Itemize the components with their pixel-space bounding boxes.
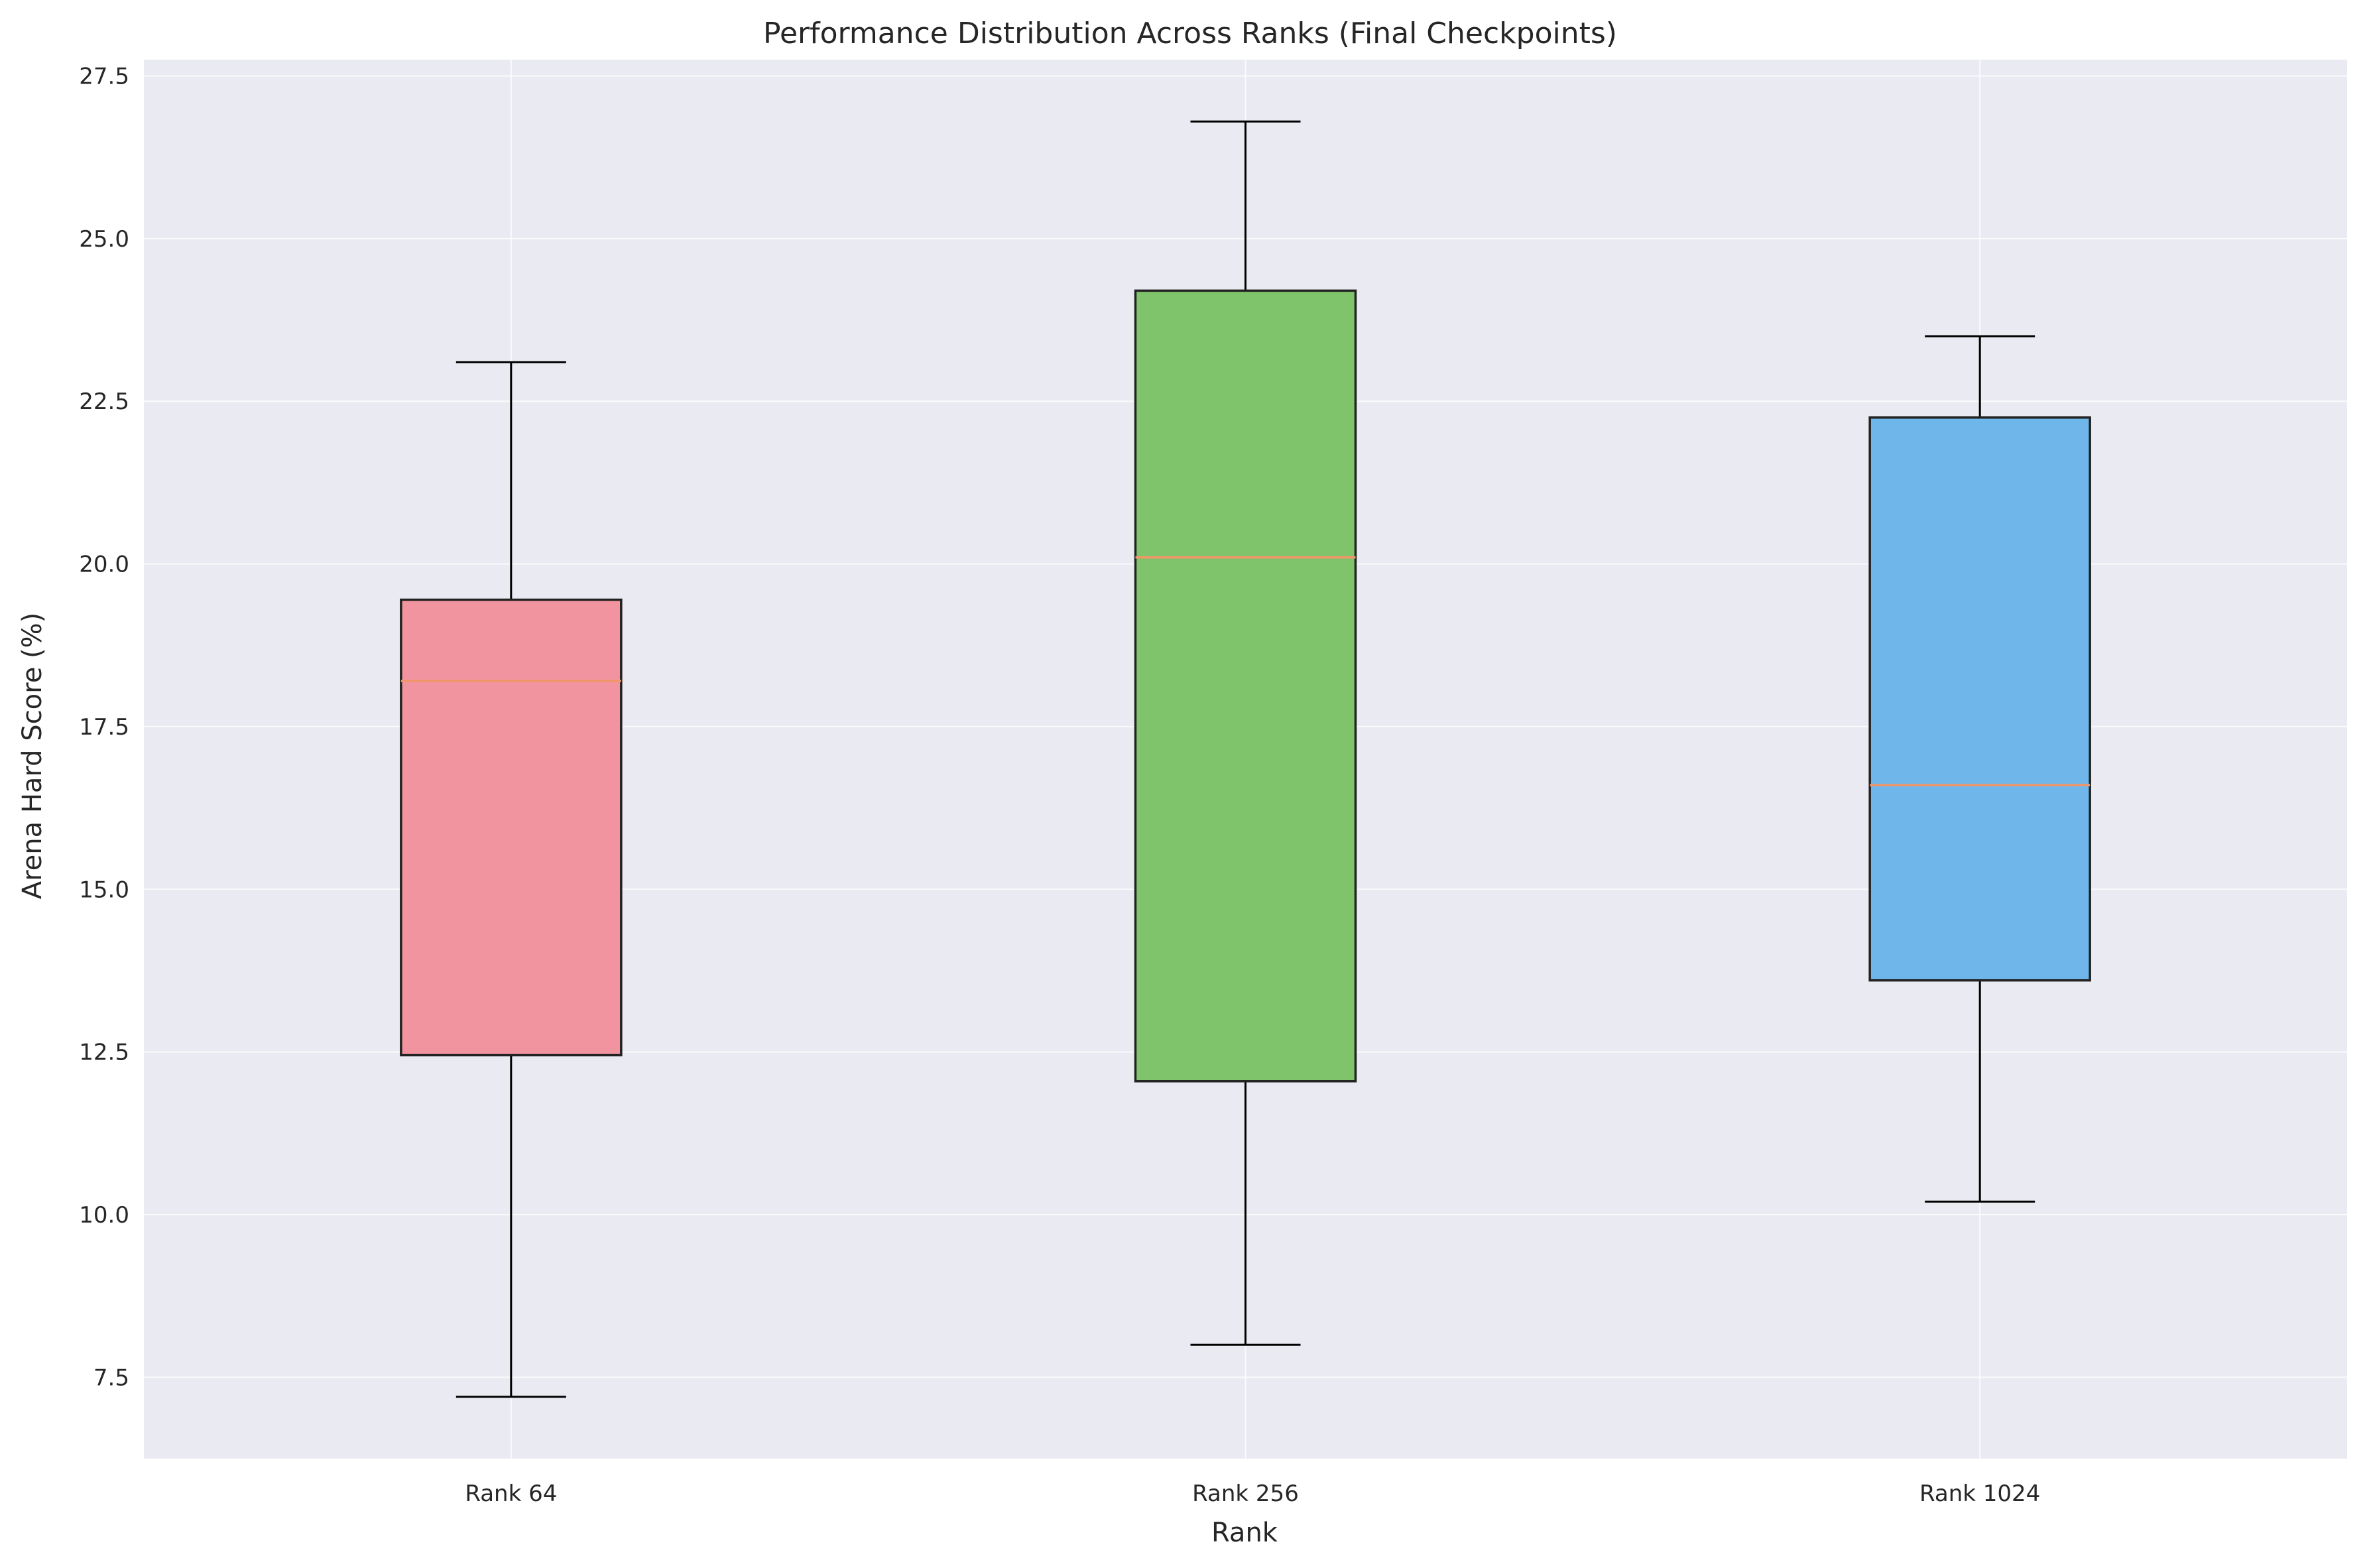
chart-title: Performance Distribution Across Ranks (F…	[763, 17, 1617, 50]
box-rank-256	[1134, 120, 1357, 1346]
y-axis-label: Arena Hard Score (%)	[17, 613, 48, 900]
y-axis-ticks: 7.5 10.0 12.5 15.0 17.5 20.0 22.5 25.0 27.5	[79, 64, 129, 1392]
y-tick-label: 25.0	[79, 226, 129, 253]
x-tick-label: Rank 1024	[1919, 1480, 2040, 1507]
iqr-box	[400, 598, 623, 1057]
iqr-box	[1134, 289, 1357, 1083]
y-tick-label: 22.5	[79, 389, 129, 415]
y-tick-label: 27.5	[79, 64, 129, 90]
x-axis-ticks: Rank 64 Rank 256 Rank 1024	[465, 1480, 2040, 1507]
y-tick-label: 12.5	[79, 1040, 129, 1066]
y-tick-label: 15.0	[79, 876, 129, 903]
x-tick-label: Rank 256	[1192, 1480, 1299, 1507]
box-rank-64	[400, 361, 623, 1398]
box-rank-1024	[1868, 335, 2091, 1203]
y-tick-label: 17.5	[79, 714, 129, 741]
x-tick-label: Rank 64	[465, 1480, 557, 1507]
boxes	[400, 120, 2091, 1398]
y-tick-label: 10.0	[79, 1202, 129, 1229]
y-tick-label: 20.0	[79, 552, 129, 578]
y-tick-label: 7.5	[93, 1364, 129, 1391]
iqr-box	[1868, 416, 2091, 982]
x-axis-label: Rank	[1211, 1518, 1278, 1548]
